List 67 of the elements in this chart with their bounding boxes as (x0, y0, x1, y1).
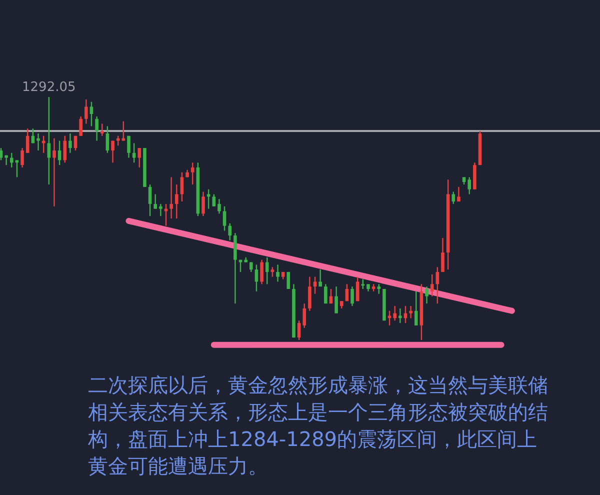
candlestick (350, 286, 354, 307)
candlestick (302, 302, 306, 328)
candlestick (10, 152, 14, 168)
candlestick (154, 194, 157, 210)
candlestick (90, 101, 94, 127)
candlestick (249, 262, 253, 273)
candlestick (468, 176, 472, 195)
candlestick (398, 308, 402, 324)
candlestick (74, 135, 78, 152)
candlestick (100, 123, 104, 136)
candlestick (318, 268, 322, 288)
candlestick (260, 259, 264, 285)
candlestick (206, 188, 210, 210)
candlestick (414, 290, 418, 326)
candlestick (52, 138, 56, 207)
candlestick (202, 191, 205, 217)
candlestick (68, 132, 72, 154)
candlestick (228, 222, 232, 241)
candlestick (276, 264, 280, 282)
candlestick (218, 198, 221, 214)
candlestick (222, 206, 226, 232)
candlestick (95, 116, 98, 142)
candlestick (106, 126, 110, 154)
candlestick (170, 176, 173, 220)
candlestick (84, 98, 88, 124)
candlestick (297, 320, 301, 341)
text: 二次探底以后，黄金忽然形成暴涨，这当然与美联储相关表态有关系，形态上是一个三角形态被突破的结构，盘面上冲上1284-1289的震荡区间，此区间上黄金可能遭遇压力。 (88, 372, 549, 480)
candlestick (79, 116, 82, 136)
candlestick (361, 278, 365, 290)
candlestick (286, 271, 290, 290)
candlestick (180, 172, 184, 202)
candlestick (436, 266, 440, 304)
candlestick (409, 305, 412, 319)
candlestick (345, 284, 349, 302)
candlestick (388, 310, 392, 326)
candlestick (111, 140, 114, 164)
text: 1292.05 (22, 80, 76, 95)
candlestick (254, 264, 258, 292)
candlestick (47, 96, 51, 186)
candlestick (430, 274, 434, 297)
candlestick (425, 286, 428, 304)
candlestick (313, 276, 317, 294)
candlestick (324, 284, 328, 304)
candlestick (212, 194, 216, 207)
candlestick (42, 135, 46, 154)
candlestick (377, 284, 381, 294)
candlestick (393, 305, 396, 322)
candlestick (265, 256, 269, 285)
candlestick (190, 162, 194, 186)
candlestick (132, 142, 136, 164)
candlestick (127, 135, 130, 158)
candlestick (159, 203, 162, 217)
candlestick (270, 266, 274, 278)
candlestick (441, 237, 444, 273)
candlestick (457, 186, 460, 202)
candlestick (0, 147, 3, 161)
candlestick (15, 160, 19, 178)
candlestick (20, 147, 24, 168)
candlestick (138, 147, 142, 168)
candlestick (356, 276, 360, 302)
candlestick (452, 191, 456, 205)
candlestick (174, 184, 178, 220)
candlestick (308, 276, 312, 312)
candlestick (148, 184, 152, 217)
candlestick (26, 128, 30, 154)
candlestick (63, 135, 67, 164)
candlestick (334, 286, 338, 314)
